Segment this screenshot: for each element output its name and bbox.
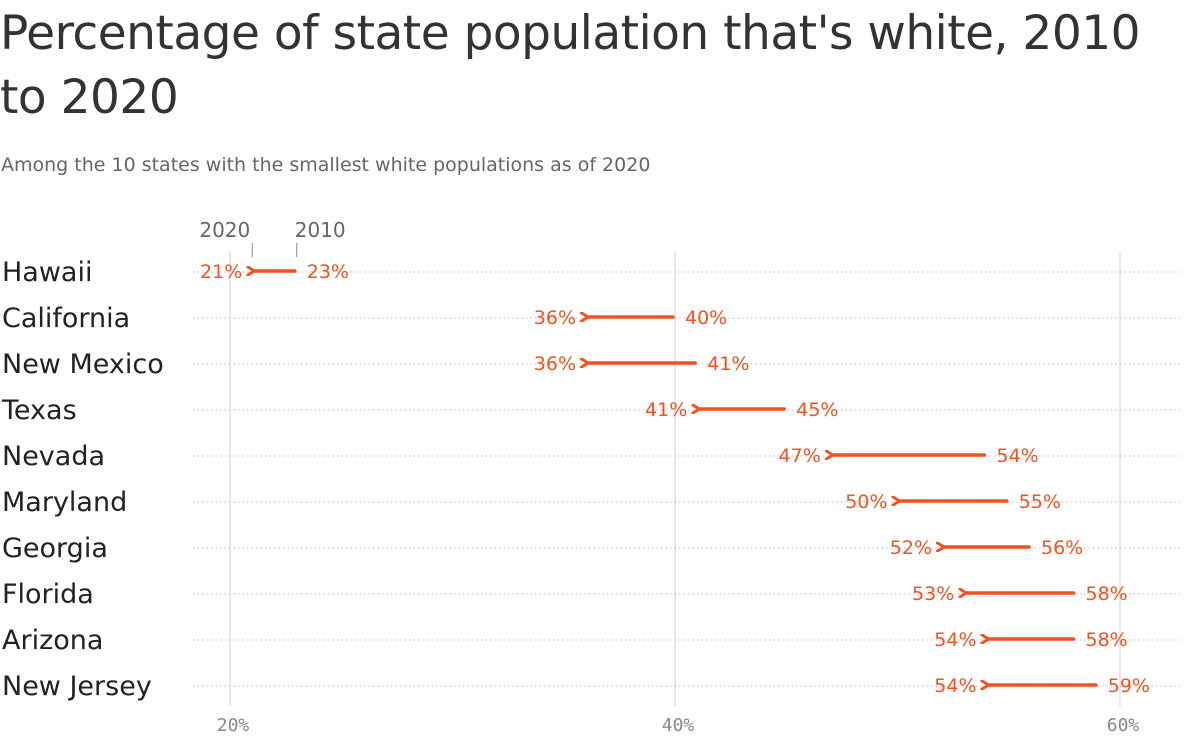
key-label-2020: 2020 bbox=[199, 218, 250, 242]
value-label-2010: 55% bbox=[1019, 491, 1061, 513]
x-tick-label: 60% bbox=[1107, 715, 1140, 736]
value-label-2020: 54% bbox=[934, 629, 976, 651]
state-label: Texas bbox=[1, 395, 77, 426]
value-label-2020: 36% bbox=[534, 307, 576, 329]
value-label-2010: 41% bbox=[707, 353, 749, 375]
value-label-2010: 40% bbox=[685, 307, 727, 329]
value-label-2020: 50% bbox=[845, 491, 887, 513]
value-label-2010: 54% bbox=[997, 445, 1039, 467]
state-label: New Mexico bbox=[2, 349, 164, 380]
data-rows: Hawaii 21% 23% California 36% 40% New Mexico 36… bbox=[1, 257, 1150, 702]
state-label: Nevada bbox=[2, 441, 105, 472]
chart-subtitle: Among the 10 states with the smallest wh… bbox=[1, 154, 651, 176]
state-label: Georgia bbox=[2, 533, 108, 564]
value-label-2020: 36% bbox=[534, 353, 576, 375]
value-label-2020: 54% bbox=[934, 675, 976, 697]
state-label: New Jersey bbox=[2, 671, 152, 702]
state-label: Maryland bbox=[2, 487, 127, 518]
value-label-2010: 56% bbox=[1041, 537, 1083, 559]
value-label-2020: 47% bbox=[779, 445, 821, 467]
state-label: Arizona bbox=[2, 625, 103, 656]
chart-title: Percentage of state population that's wh… bbox=[0, 6, 1141, 125]
value-label-2020: 41% bbox=[645, 399, 687, 421]
value-label-2010: 59% bbox=[1108, 675, 1150, 697]
state-label: California bbox=[2, 303, 130, 334]
key-label-2010: 2010 bbox=[295, 218, 346, 242]
year-key: 2020 2010 bbox=[199, 218, 346, 257]
value-label-2010: 58% bbox=[1086, 583, 1128, 605]
x-axis: 20% 40% 60% bbox=[217, 715, 1140, 736]
value-label-2020: 21% bbox=[200, 261, 242, 283]
value-label-2010: 45% bbox=[796, 399, 838, 421]
state-label: Hawaii bbox=[2, 257, 92, 288]
value-label-2010: 58% bbox=[1086, 629, 1128, 651]
x-tick-label: 20% bbox=[217, 715, 250, 736]
value-label-2020: 53% bbox=[912, 583, 954, 605]
value-label-2020: 52% bbox=[890, 537, 932, 559]
gridlines bbox=[193, 252, 1180, 706]
value-label-2010: 23% bbox=[307, 261, 349, 283]
x-tick-label: 40% bbox=[662, 715, 695, 736]
state-label: Florida bbox=[2, 579, 94, 610]
